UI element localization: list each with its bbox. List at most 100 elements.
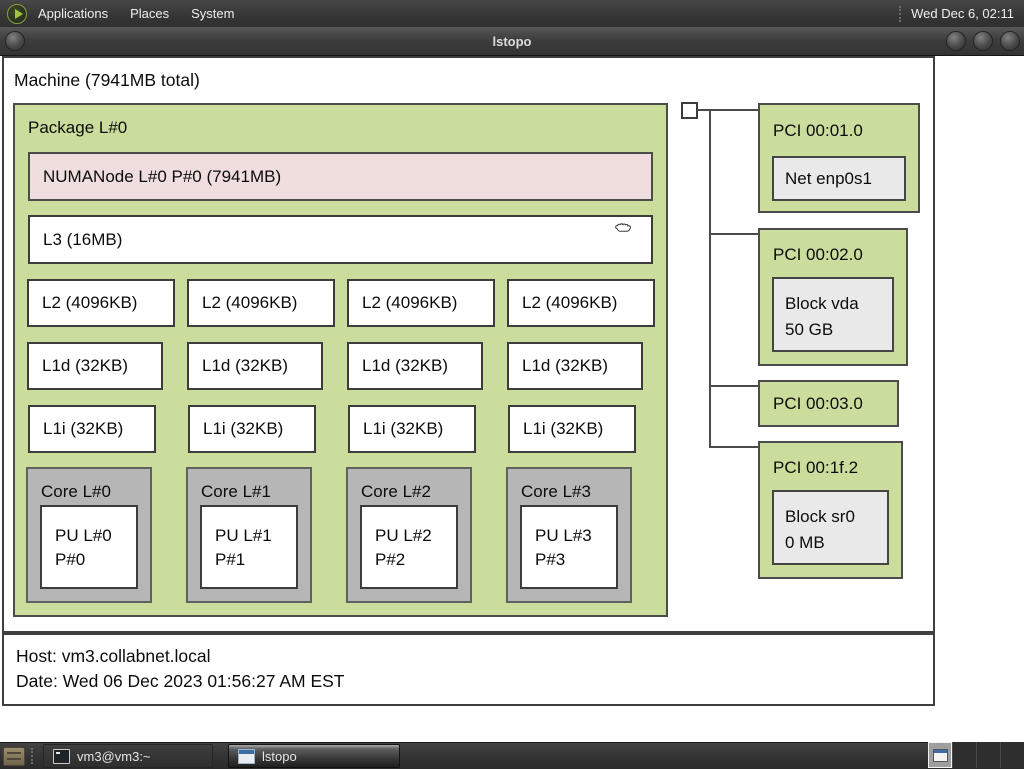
core-label: Core L#2 bbox=[361, 482, 431, 501]
window-title: lstopo bbox=[492, 33, 532, 49]
workspace-window-icon bbox=[932, 748, 948, 762]
taskbar-window-terminal[interactable]: vm3@vm3:~ bbox=[43, 744, 213, 768]
pci-label: PCI 00:03.0 bbox=[773, 393, 863, 413]
machine-label: Machine (7941MB total) bbox=[14, 70, 200, 90]
menu-applications-label: Applications bbox=[38, 6, 109, 21]
pu-label: PU L#3 bbox=[535, 526, 592, 545]
l2-cache-box: L2 (4096KB) bbox=[347, 279, 495, 327]
l1d-label: L1d (32KB) bbox=[42, 356, 128, 375]
l1d-cache-box: L1d (32KB) bbox=[187, 342, 323, 390]
menu-places-label: Places bbox=[130, 6, 170, 21]
menu-applications[interactable]: Applications bbox=[27, 0, 119, 27]
block-device-box: Block vda 50 GB bbox=[772, 277, 894, 352]
l1d-cache-box: L1d (32KB) bbox=[347, 342, 483, 390]
l1i-label: L1i (32KB) bbox=[43, 419, 124, 438]
l1i-label: L1i (32KB) bbox=[523, 419, 604, 438]
core-label: Core L#0 bbox=[41, 482, 111, 501]
pci-box: PCI 00:03.0 bbox=[758, 380, 899, 427]
date-label: Date: Wed 06 Dec 2023 01:56:27 AM EST bbox=[16, 671, 345, 691]
host-label: Host: vm3.collabnet.local bbox=[16, 646, 211, 666]
show-desktop-icon[interactable] bbox=[3, 746, 25, 766]
pu-sublabel: P#3 bbox=[535, 550, 566, 569]
l1d-label: L1d (32KB) bbox=[362, 356, 448, 375]
pu-sublabel: P#0 bbox=[55, 550, 86, 569]
bottom-taskbar: vm3@vm3:~ lstopo bbox=[0, 742, 1024, 769]
pci-link-line bbox=[709, 233, 758, 235]
numanode-box: NUMANode L#0 P#0 (7941MB) bbox=[28, 152, 653, 201]
core-label: Core L#1 bbox=[201, 482, 271, 501]
maximize-button[interactable] bbox=[973, 31, 993, 51]
pci-link-line bbox=[709, 385, 758, 387]
pci-link-line bbox=[709, 446, 758, 448]
menu-system[interactable]: System bbox=[180, 0, 245, 27]
pu-label: PU L#2 bbox=[375, 526, 432, 545]
block-device-size: 0 MB bbox=[785, 533, 825, 552]
pu-box: PU L#3 P#3 bbox=[520, 505, 618, 589]
l1i-cache-box: L1i (32KB) bbox=[188, 405, 316, 453]
pu-sublabel: P#2 bbox=[375, 550, 406, 569]
l1i-label: L1i (32KB) bbox=[363, 419, 444, 438]
block-device-label: Block sr0 bbox=[785, 507, 855, 526]
pu-sublabel: P#1 bbox=[215, 550, 246, 569]
l2-label: L2 (4096KB) bbox=[522, 293, 618, 312]
l3-label: L3 (16MB) bbox=[43, 229, 123, 249]
l1i-cache-box: L1i (32KB) bbox=[508, 405, 636, 453]
block-device-box: Block sr0 0 MB bbox=[772, 490, 889, 565]
l1d-cache-box: L1d (32KB) bbox=[507, 342, 643, 390]
pu-box: PU L#1 P#1 bbox=[200, 505, 298, 589]
l2-label: L2 (4096KB) bbox=[202, 293, 298, 312]
l1i-label: L1i (32KB) bbox=[203, 419, 284, 438]
l1i-cache-box: L1i (32KB) bbox=[348, 405, 476, 453]
window-titlebar[interactable]: lstopo bbox=[0, 27, 1024, 56]
taskbar-window-label: vm3@vm3:~ bbox=[77, 748, 151, 764]
pci-label: PCI 00:01.0 bbox=[773, 121, 863, 140]
workspace-switcher bbox=[928, 742, 1024, 768]
l3-cache-box: L3 (16MB) bbox=[28, 215, 653, 264]
window-icon bbox=[238, 748, 255, 764]
l2-cache-box: L2 (4096KB) bbox=[27, 279, 175, 327]
hostbridge-box bbox=[681, 102, 698, 119]
net-device-box: Net enp0s1 bbox=[772, 156, 906, 201]
l2-label: L2 (4096KB) bbox=[362, 293, 458, 312]
pci-trunk-line bbox=[709, 109, 711, 448]
taskbar-window-label: lstopo bbox=[262, 748, 297, 764]
close-button[interactable] bbox=[1000, 31, 1020, 51]
menu-system-label: System bbox=[191, 6, 235, 21]
minimize-button[interactable] bbox=[946, 31, 966, 51]
pci-label: PCI 00:02.0 bbox=[773, 245, 863, 264]
core-label: Core L#3 bbox=[521, 482, 591, 501]
pu-label: PU L#0 bbox=[55, 526, 112, 545]
l2-cache-box: L2 (4096KB) bbox=[507, 279, 655, 327]
grab-hand-cursor-icon bbox=[614, 219, 633, 240]
pu-label: PU L#1 bbox=[215, 526, 272, 545]
pci-label: PCI 00:1f.2 bbox=[773, 458, 859, 477]
workspace-4[interactable] bbox=[1000, 742, 1024, 768]
l1d-cache-box: L1d (32KB) bbox=[27, 342, 163, 390]
l1i-cache-box: L1i (32KB) bbox=[28, 405, 156, 453]
workspace-1[interactable] bbox=[928, 742, 952, 768]
main-menu-icon[interactable] bbox=[7, 3, 27, 24]
l2-cache-box: L2 (4096KB) bbox=[187, 279, 335, 327]
top-panel: Applications Places System Wed Dec 6, 02… bbox=[0, 0, 1024, 28]
block-device-label: Block vda bbox=[785, 294, 859, 313]
window-menu-button[interactable] bbox=[5, 31, 25, 51]
menu-places[interactable]: Places bbox=[119, 0, 180, 27]
taskbar-window-lstopo[interactable]: lstopo bbox=[228, 744, 400, 768]
pci-link-line bbox=[697, 109, 758, 111]
legend-box: Host: vm3.collabnet.local Date: Wed 06 D… bbox=[2, 633, 935, 706]
numanode-label: NUMANode L#0 P#0 (7941MB) bbox=[43, 166, 282, 186]
terminal-icon bbox=[53, 748, 70, 764]
pu-box: PU L#0 P#0 bbox=[40, 505, 138, 589]
net-device-label: Net enp0s1 bbox=[785, 168, 872, 188]
l1d-label: L1d (32KB) bbox=[522, 356, 608, 375]
workspace-3[interactable] bbox=[976, 742, 1000, 768]
workspace-2[interactable] bbox=[952, 742, 976, 768]
clock-applet[interactable]: Wed Dec 6, 02:11 bbox=[911, 6, 1014, 21]
taskbar-handle[interactable] bbox=[31, 748, 37, 764]
block-device-size: 50 GB bbox=[785, 320, 834, 339]
pu-box: PU L#2 P#2 bbox=[360, 505, 458, 589]
l2-label: L2 (4096KB) bbox=[42, 293, 138, 312]
package-label: Package L#0 bbox=[28, 118, 128, 137]
applet-handle[interactable] bbox=[899, 5, 905, 22]
